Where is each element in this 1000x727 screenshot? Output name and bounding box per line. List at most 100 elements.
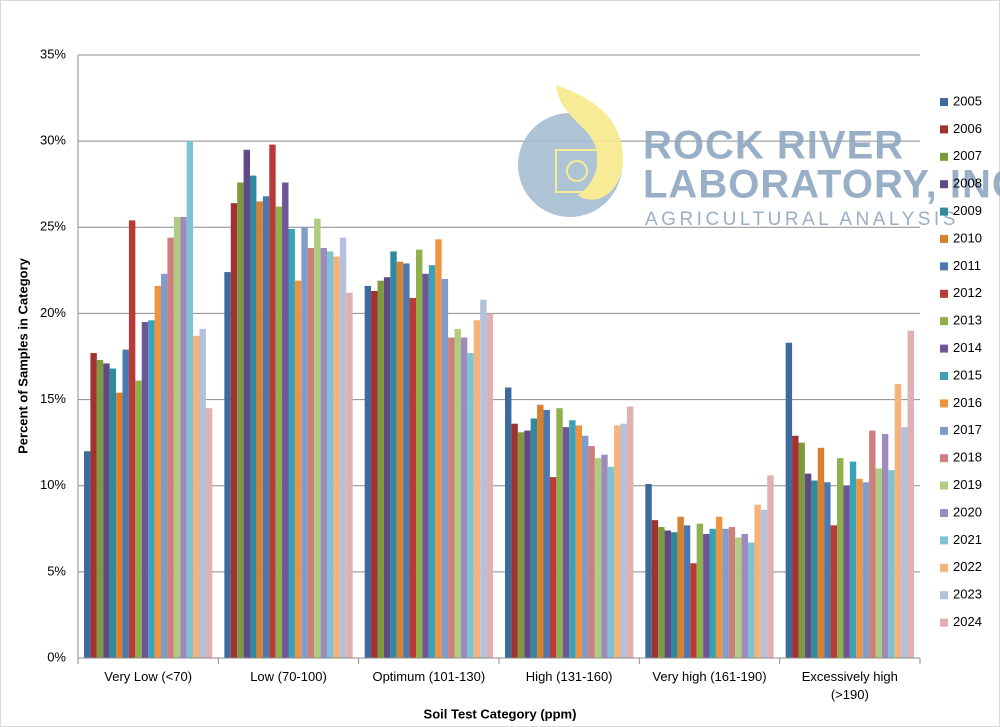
bar	[199, 328, 206, 658]
x-axis-title: Soil Test Category (ppm)	[424, 706, 577, 721]
bar	[767, 475, 774, 658]
bar	[205, 408, 213, 658]
bar	[262, 196, 270, 658]
legend-swatch	[940, 618, 948, 627]
legend-label: 2023	[953, 587, 982, 602]
bar	[161, 273, 168, 658]
bar	[696, 523, 704, 658]
bar	[601, 454, 608, 658]
bar	[760, 509, 768, 658]
legend-label: 2016	[953, 395, 982, 410]
y-tick-label: 5%	[47, 563, 66, 578]
legend-label: 2012	[953, 285, 982, 300]
bar	[722, 528, 729, 658]
bar	[798, 442, 805, 658]
bar	[824, 482, 831, 658]
bar	[811, 480, 818, 658]
legend-label: 2019	[953, 477, 982, 492]
bar	[141, 322, 149, 658]
legend-swatch	[940, 426, 948, 435]
bar	[167, 237, 174, 658]
legend-swatch	[940, 125, 948, 134]
legend-swatch	[940, 317, 948, 326]
bar	[881, 434, 889, 658]
bar	[703, 533, 710, 658]
legend-swatch	[940, 372, 948, 380]
bar	[856, 478, 863, 658]
bar	[748, 542, 755, 658]
bar	[543, 409, 550, 658]
legend-swatch	[940, 152, 948, 161]
legend-label: 2020	[953, 504, 982, 519]
bar	[875, 468, 882, 658]
bar	[888, 470, 895, 658]
x-tick-label: Optimum (101-130)	[372, 669, 486, 684]
bar	[467, 353, 474, 658]
bar	[109, 368, 117, 658]
x-tick-label: Very high (161-190)	[652, 669, 767, 684]
x-tick-label: Excessively high (>190)	[801, 669, 898, 702]
bar	[486, 313, 493, 658]
legend-swatch	[940, 180, 948, 189]
bar	[575, 425, 582, 658]
bar	[671, 532, 678, 658]
bar	[301, 227, 308, 659]
bar	[180, 216, 187, 658]
bar	[894, 384, 902, 658]
y-tick-label: 0%	[47, 649, 66, 664]
legend-label: 2006	[953, 121, 982, 136]
bar	[269, 144, 276, 659]
bar	[677, 516, 684, 658]
bar	[658, 527, 665, 658]
legend-swatch	[940, 509, 948, 517]
bar	[517, 432, 525, 658]
bar	[230, 203, 238, 658]
legend-swatch	[940, 536, 948, 545]
legend-label: 2017	[953, 422, 982, 437]
bar	[250, 175, 257, 658]
bar	[173, 216, 181, 658]
y-tick-label: 10%	[40, 477, 66, 492]
legend-swatch	[940, 454, 948, 463]
bar	[556, 408, 563, 658]
bar	[90, 353, 97, 658]
bar	[122, 349, 129, 658]
bar	[282, 182, 289, 658]
bar	[275, 206, 283, 658]
bar	[562, 427, 570, 658]
bar	[377, 280, 384, 658]
legend-swatch	[940, 591, 948, 600]
bar	[569, 420, 576, 658]
legend-swatch	[940, 481, 948, 490]
bar	[869, 430, 876, 658]
bar	[364, 285, 372, 658]
bar	[728, 527, 736, 658]
bar	[785, 342, 793, 658]
legend-label: 2021	[953, 532, 982, 547]
bar	[651, 520, 659, 658]
bar	[454, 328, 461, 658]
legend-label: 2022	[953, 559, 982, 574]
bar	[441, 278, 449, 658]
bar	[709, 528, 716, 658]
bar	[626, 406, 634, 658]
x-tick-label: Low (70-100)	[250, 669, 327, 684]
logo-flame	[556, 85, 623, 200]
bar	[383, 277, 391, 658]
bar	[511, 423, 518, 658]
bar	[339, 237, 347, 658]
y-tick-label: 20%	[40, 305, 66, 320]
y-tick-label: 25%	[40, 219, 66, 234]
bar	[524, 430, 531, 658]
bar	[792, 435, 799, 658]
bar	[683, 525, 691, 658]
legend-label: 2014	[953, 340, 982, 355]
bar	[594, 458, 602, 658]
legend-swatch	[940, 399, 948, 408]
legend-swatch	[940, 563, 948, 572]
bar	[96, 359, 104, 658]
bar	[549, 477, 557, 658]
bar	[435, 239, 442, 659]
bar	[403, 263, 410, 658]
